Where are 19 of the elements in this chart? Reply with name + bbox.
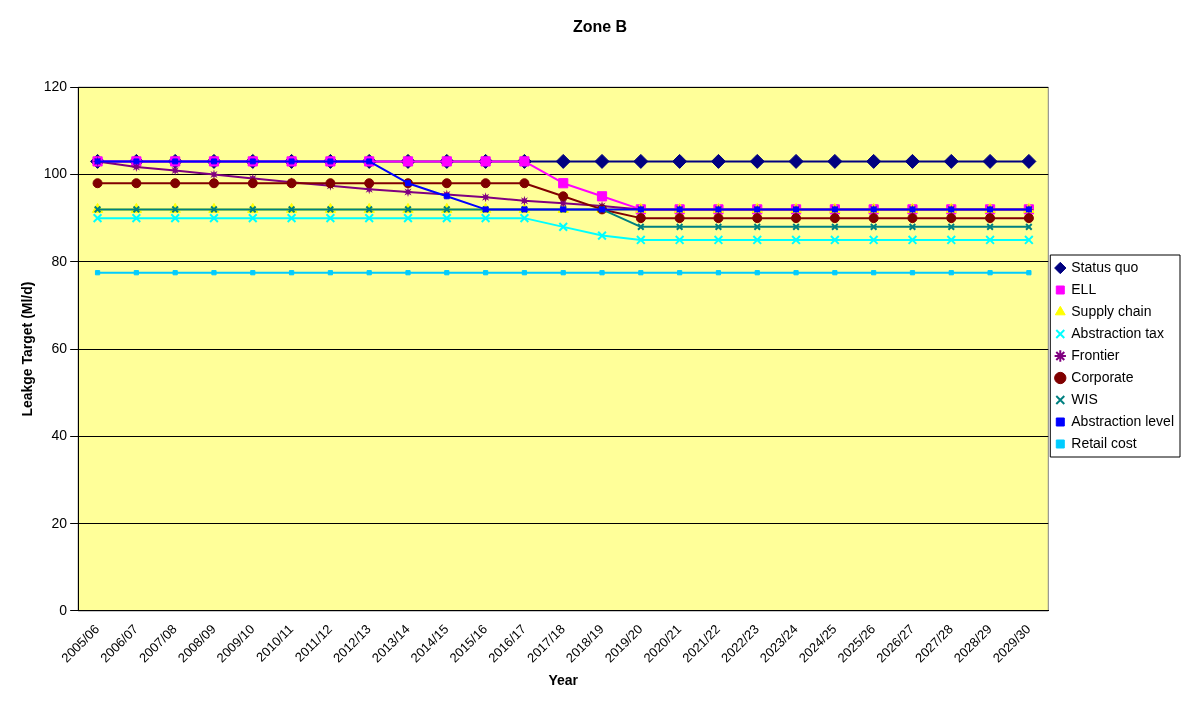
- legend-label: Corporate: [1071, 368, 1134, 385]
- y-tick-label: 80: [51, 252, 68, 269]
- legend-label: Supply chain: [1071, 302, 1152, 319]
- y-axis-title: Leakge Target (Ml/d): [19, 281, 36, 417]
- legend-label: Frontier: [1071, 346, 1120, 363]
- legend-label: Abstraction level: [1071, 412, 1174, 429]
- y-tick-label: 40: [51, 427, 68, 444]
- legend-label: Retail cost: [1071, 434, 1137, 451]
- y-tick-label: 20: [51, 514, 68, 531]
- legend-label: Status quo: [1071, 258, 1139, 275]
- y-tick-label: 120: [43, 78, 68, 95]
- legend-label: ELL: [1071, 280, 1097, 297]
- chart-title: Zone B: [572, 18, 628, 36]
- legend-label: Abstraction tax: [1071, 324, 1164, 341]
- legend-label: WIS: [1071, 390, 1098, 407]
- y-tick-label: 100: [43, 165, 68, 182]
- y-tick-label: 0: [59, 601, 68, 618]
- x-axis-title: Year: [548, 672, 579, 689]
- y-tick-label: 60: [51, 339, 68, 356]
